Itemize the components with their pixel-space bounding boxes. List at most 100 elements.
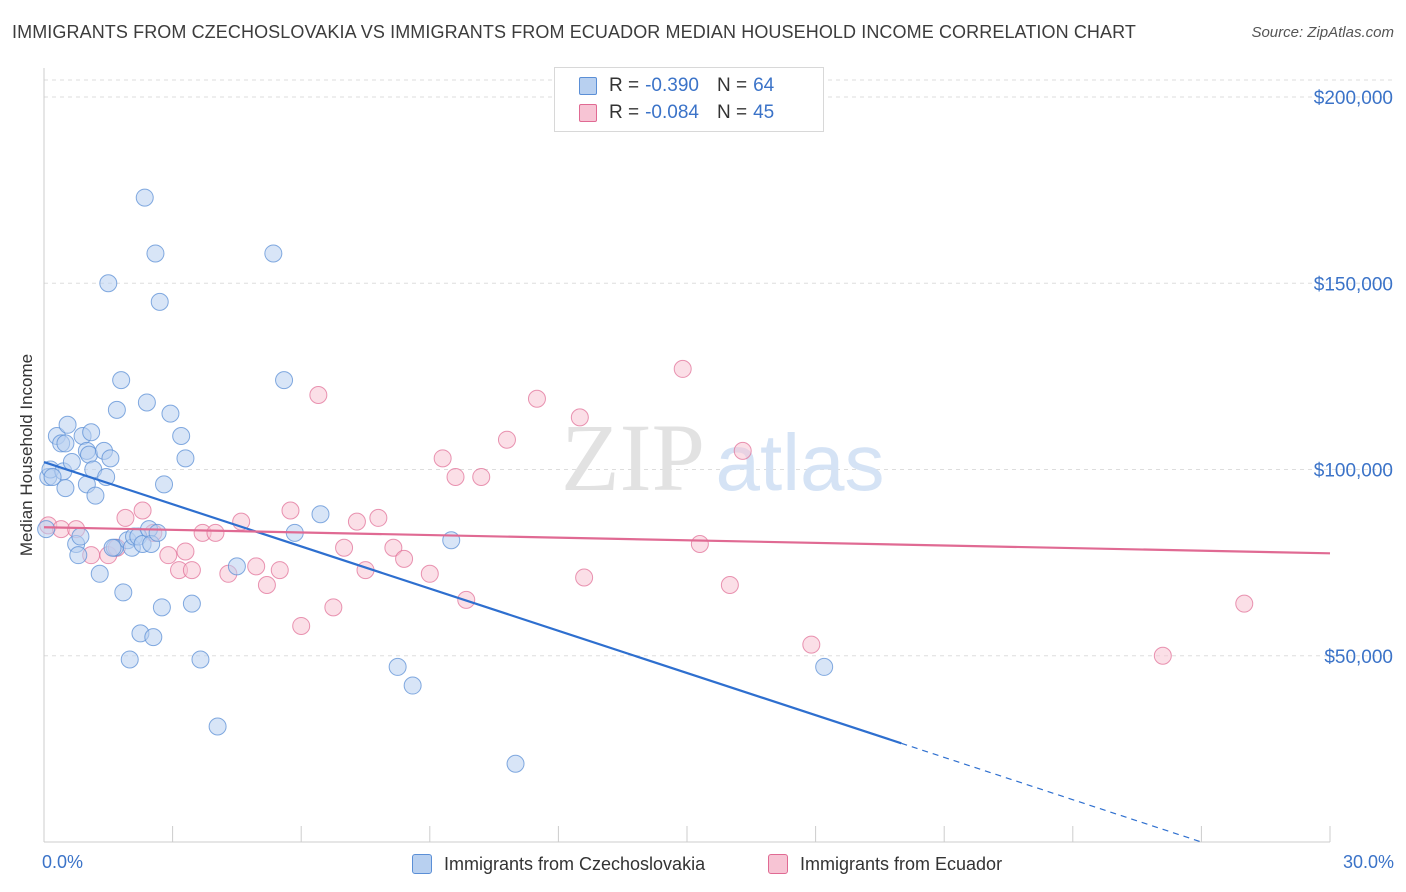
ecuador-point: [433, 449, 452, 468]
ecuador-point: [720, 575, 739, 594]
ecuador-point: [206, 523, 225, 542]
ecuador-point: [257, 575, 276, 594]
czechoslovakia-point: [161, 404, 180, 423]
series-legend-czechoslovakia: Immigrants from Czechoslovakia: [412, 852, 705, 876]
ecuador-point: [347, 512, 366, 531]
legend-r-label: R =: [609, 75, 640, 96]
czechoslovakia-point: [101, 449, 120, 468]
czechoslovakia-point: [172, 426, 191, 445]
czechoslovakia-point: [275, 371, 294, 390]
ecuador-point: [176, 542, 195, 561]
czechoslovakia-point: [58, 415, 77, 434]
ecuador-point: [472, 467, 491, 486]
ecuador-point: [733, 441, 752, 460]
ecuador-point: [335, 538, 354, 557]
czechoslovakia-point: [176, 449, 195, 468]
source-credit: Source: ZipAtlas.com: [1251, 24, 1394, 41]
ecuador-point: [281, 501, 300, 520]
series-label: Immigrants from Ecuador: [800, 853, 1003, 874]
czechoslovakia-point: [506, 754, 525, 773]
czechoslovakia-point: [112, 371, 131, 390]
czechoslovakia-point: [120, 650, 139, 669]
series-swatch-pink: [768, 854, 788, 874]
czechoslovakia-point: [137, 393, 156, 412]
czechoslovakia-point: [82, 423, 101, 442]
czechoslovakia-point: [56, 434, 75, 453]
czechoslovakia-trendline-extension: [901, 742, 1202, 843]
czechoslovakia-point: [144, 628, 163, 647]
ecuador-point: [116, 508, 135, 527]
ecuador-point: [270, 561, 289, 580]
legend-row-czechoslovakia: R = -0.390 N = 64: [579, 74, 774, 98]
ecuador-point: [395, 549, 414, 568]
czechoslovakia-point: [148, 523, 167, 542]
y-tick-labels: $50,000 $100,000 $150,000 $200,000: [1314, 88, 1393, 668]
czechoslovakia-point: [388, 657, 407, 676]
legend-n-value: 64: [753, 75, 775, 96]
x-tick-label-max: 30.0%: [1342, 852, 1394, 872]
series-swatch-blue: [412, 854, 432, 874]
ecuador-point: [52, 520, 71, 539]
czechoslovakia-point: [146, 244, 165, 263]
czechoslovakia-point: [69, 546, 88, 565]
ecuador-point: [133, 501, 152, 520]
y-tick-label: $50,000: [1324, 647, 1393, 668]
legend-n-label: N =: [716, 102, 748, 123]
czechoslovakia-point: [114, 583, 133, 602]
czechoslovakia-point: [107, 400, 126, 419]
ecuador-point: [324, 598, 343, 617]
czechoslovakia-point: [80, 445, 99, 464]
legend-n-label: N =: [716, 75, 748, 96]
czechoslovakia-point: [37, 520, 56, 539]
ecuador-point: [446, 467, 465, 486]
ecuador-point: [527, 389, 546, 408]
czechoslovakia-point: [135, 188, 154, 207]
czechoslovakia-point: [191, 650, 210, 669]
legend-n-value: 45: [753, 102, 775, 123]
ecuador-point: [1153, 646, 1172, 665]
y-tick-label: $150,000: [1314, 274, 1393, 295]
ecuador-point: [497, 430, 516, 449]
czechoslovakia-point: [56, 479, 75, 498]
czechoslovakia-point: [62, 453, 81, 472]
ecuador-point: [802, 635, 821, 654]
czechoslovakia-point: [150, 292, 169, 311]
legend-r-value: -0.084: [645, 102, 699, 123]
series-label: Immigrants from Czechoslovakia: [444, 853, 706, 874]
czechoslovakia-point: [90, 564, 109, 583]
ecuador-point: [420, 564, 439, 583]
czechoslovakia-point: [815, 657, 834, 676]
axes: [43, 68, 1331, 843]
trend-lines: [43, 461, 1331, 843]
legend-swatch-pink: [579, 104, 597, 122]
grid-lines: [44, 79, 1395, 657]
ecuador-point: [1235, 594, 1254, 613]
czechoslovakia-point: [403, 676, 422, 695]
correlation-legend: R = -0.390 N = 64 R = -0.084 N = 45: [554, 67, 824, 132]
ecuador-point: [159, 546, 178, 565]
ecuador-point: [309, 386, 328, 404]
x-tick-label-min: 0.0%: [42, 852, 84, 872]
czechoslovakia-point: [182, 594, 201, 613]
ecuador-point: [369, 508, 388, 527]
czechoslovakia-point: [208, 717, 227, 736]
czechoslovakia-point: [86, 486, 105, 505]
czechoslovakia-point: [155, 475, 174, 494]
ecuador-point: [292, 616, 311, 635]
series-legend-ecuador: Immigrants from Ecuador: [768, 852, 1002, 876]
ecuador-point: [182, 561, 201, 580]
ecuador-point: [575, 568, 594, 587]
czechoslovakia-point: [99, 274, 118, 293]
y-tick-label: $200,000: [1314, 88, 1393, 109]
czechoslovakia-trendline: [43, 461, 902, 745]
czechoslovakia-point: [103, 538, 122, 557]
y-tick-label: $100,000: [1314, 461, 1393, 482]
czechoslovakia-point: [152, 598, 171, 617]
legend-r-value: -0.390: [645, 75, 699, 96]
legend-swatch-blue: [579, 77, 597, 95]
czechoslovakia-point: [43, 467, 62, 486]
ecuador-point: [570, 408, 589, 427]
ecuador-trendline: [43, 526, 1331, 555]
czechoslovakia-point: [311, 505, 330, 524]
legend-r-label: R =: [609, 102, 640, 123]
